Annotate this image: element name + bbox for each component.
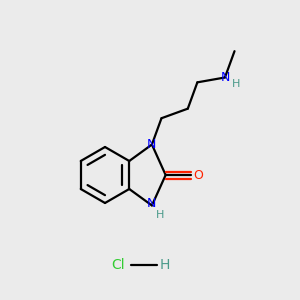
- Text: H: H: [160, 258, 170, 272]
- Text: Cl: Cl: [111, 258, 125, 272]
- Text: N: N: [147, 138, 157, 151]
- Text: O: O: [193, 169, 203, 182]
- Text: H: H: [232, 80, 240, 89]
- Text: H: H: [156, 211, 164, 220]
- Text: N: N: [220, 71, 230, 84]
- Text: N: N: [147, 197, 157, 210]
